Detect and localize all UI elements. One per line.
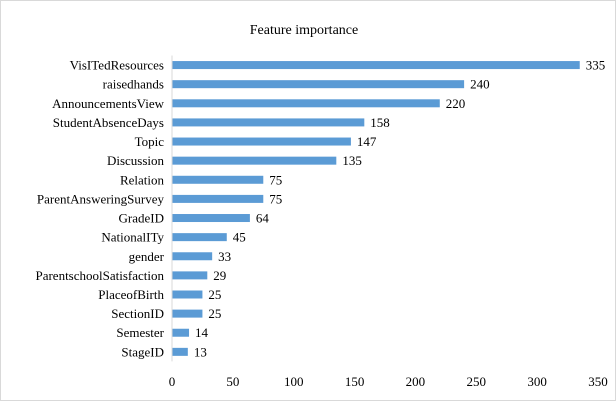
data-label: 45	[233, 230, 246, 245]
x-axis: 0 50 100 150 200 250 300 350	[169, 55, 608, 389]
bar	[172, 271, 208, 280]
data-label: 75	[269, 191, 282, 206]
category-label: StageID	[121, 344, 164, 359]
bar	[172, 156, 337, 165]
category-label: StudentAbsenceDays	[53, 115, 164, 130]
category-label: VisITedResources	[70, 58, 164, 73]
bar	[172, 99, 440, 108]
data-label: 33	[218, 249, 231, 264]
bar	[172, 328, 190, 337]
category-label: GradeID	[119, 211, 164, 226]
bar	[172, 233, 227, 242]
category-label: AnnouncementsView	[52, 96, 164, 111]
x-tick-label: 200	[406, 374, 426, 389]
data-label: 25	[208, 306, 221, 321]
bar	[172, 347, 188, 356]
bars-layer: VisITedResources 335 raisedhands 240 Announc…	[35, 58, 605, 360]
category-label: ParentAnsweringSurvey	[37, 191, 165, 206]
data-label: 158	[370, 115, 390, 130]
data-label: 64	[256, 211, 270, 226]
x-tick-label: 350	[588, 374, 608, 389]
x-tick-label: 300	[527, 374, 547, 389]
data-label: 75	[269, 172, 282, 187]
data-label: 25	[208, 287, 221, 302]
bar	[172, 61, 580, 70]
bar	[172, 137, 351, 146]
bar	[172, 290, 203, 299]
data-label: 335	[586, 58, 606, 73]
bar	[172, 309, 203, 318]
category-label: NationalITy	[101, 230, 164, 245]
category-label: ParentschoolSatisfaction	[35, 268, 164, 283]
bar	[172, 118, 365, 127]
bar	[172, 252, 213, 261]
category-label: Discussion	[107, 153, 165, 168]
bar	[172, 175, 264, 184]
category-label: Semester	[116, 325, 164, 340]
category-label: gender	[129, 249, 165, 264]
category-label: PlaceofBirth	[98, 287, 164, 302]
category-label: SectionID	[111, 306, 164, 321]
x-tick-label: 50	[226, 374, 239, 389]
category-label: raisedhands	[103, 77, 164, 92]
x-tick-label: 250	[467, 374, 487, 389]
data-label: 220	[446, 96, 466, 111]
bar	[172, 194, 264, 203]
category-label: Topic	[135, 134, 165, 149]
data-label: 14	[195, 325, 209, 340]
data-label: 147	[357, 134, 377, 149]
x-tick-label: 100	[284, 374, 304, 389]
x-tick-label: 0	[169, 374, 176, 389]
data-label: 135	[342, 153, 362, 168]
bar	[172, 80, 465, 89]
chart-title: Feature importance	[250, 23, 358, 38]
data-label: 29	[213, 268, 226, 283]
data-label: 13	[194, 344, 207, 359]
data-label: 240	[470, 77, 490, 92]
bar	[172, 214, 250, 223]
x-tick-label: 150	[345, 374, 365, 389]
category-label: Relation	[120, 172, 165, 187]
